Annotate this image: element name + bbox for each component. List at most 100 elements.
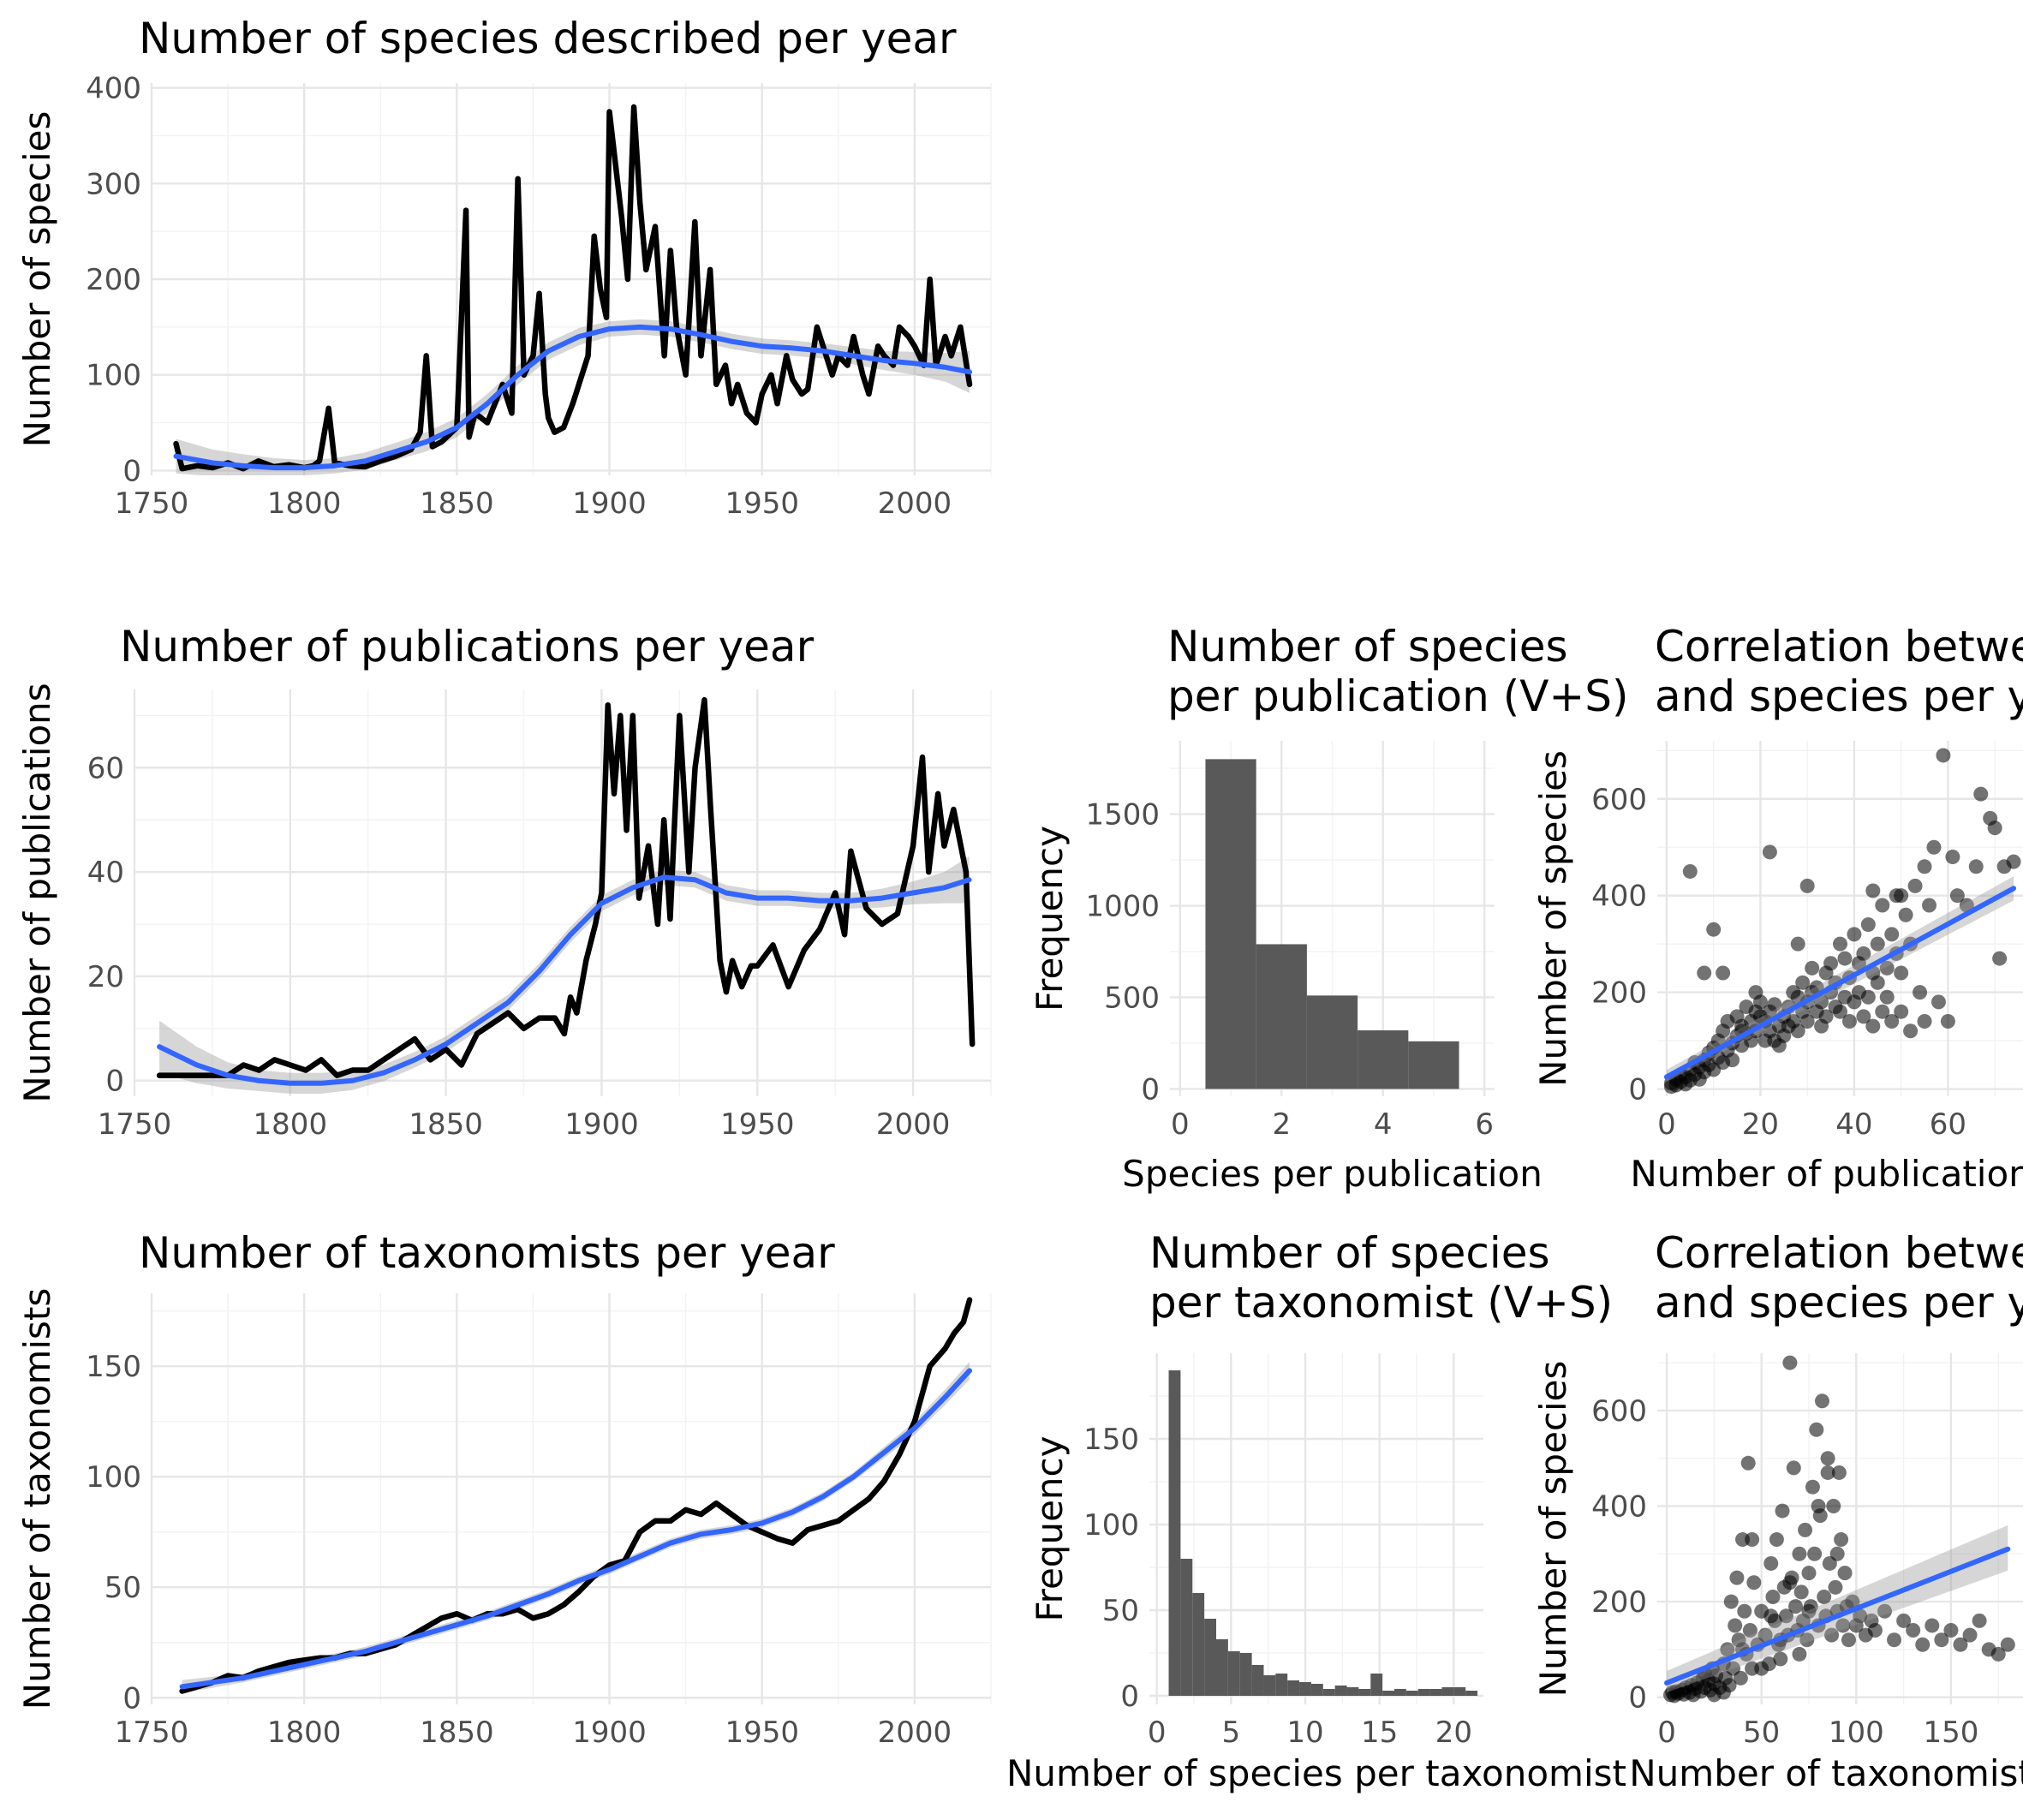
scatter-point bbox=[1826, 1499, 1841, 1514]
scatter-point bbox=[1853, 1608, 1868, 1624]
scatter-point bbox=[1733, 1670, 1748, 1686]
x-tick-label: 1750 bbox=[98, 1107, 172, 1142]
histogram-bar bbox=[1405, 1691, 1418, 1696]
data-series-line bbox=[173, 104, 973, 472]
x-tick-label: 5 bbox=[1222, 1716, 1241, 1750]
x-tick-label: 2 bbox=[1272, 1107, 1291, 1142]
scatter-point bbox=[1682, 863, 1698, 879]
scatter-point bbox=[1801, 1566, 1817, 1581]
y-tick-label: 500 bbox=[1104, 981, 1160, 1015]
tick-labels: 0 5 10 15 20 0 50 100 150 bbox=[1083, 1423, 1472, 1750]
plot-area bbox=[156, 696, 976, 1094]
scatter-point bbox=[1894, 888, 1909, 904]
scatter-point bbox=[1913, 985, 1928, 1000]
y-tick-label: 0 bbox=[122, 1681, 141, 1716]
scatter-point bbox=[1949, 888, 1965, 904]
histogram-bar bbox=[1358, 1689, 1371, 1696]
scatter-point bbox=[1841, 1632, 1856, 1648]
scatter-point bbox=[1823, 956, 1839, 971]
x-tick-label: 4 bbox=[1374, 1107, 1393, 1142]
chart-title: and species per y bbox=[1655, 671, 2023, 721]
tick-labels: 0 2 4 6 0 500 1000 1500 bbox=[1085, 798, 1494, 1142]
scatter-point bbox=[1814, 1393, 1829, 1409]
scatter-point bbox=[1860, 917, 1876, 933]
x-tick-label: 1750 bbox=[115, 486, 189, 521]
x-tick-label: 50 bbox=[1743, 1716, 1780, 1750]
scatter-point bbox=[1817, 1589, 1832, 1604]
smooth-trend-line bbox=[173, 324, 973, 471]
plot-area bbox=[179, 1297, 973, 1694]
scatter-point bbox=[1953, 1637, 1968, 1652]
scatter-point bbox=[1782, 1575, 1798, 1590]
scatter-point bbox=[1856, 1009, 1871, 1024]
scatter-point bbox=[1767, 997, 1782, 1012]
y-tick-label: 50 bbox=[104, 1571, 141, 1605]
scatter-point bbox=[1865, 1018, 1881, 1034]
scatter-point bbox=[1798, 1522, 1813, 1537]
scatter-point bbox=[1887, 1632, 1902, 1648]
scatter-point bbox=[1801, 1603, 1817, 1619]
plot-area bbox=[1662, 1355, 2015, 1704]
y-axis-title: Number of taxonomists bbox=[16, 1288, 58, 1710]
y-tick-label: 0 bbox=[1628, 1073, 1647, 1107]
y-axis-title: Number of publications bbox=[16, 683, 58, 1102]
histogram-bar bbox=[1168, 1370, 1181, 1696]
scatter-point bbox=[1742, 1623, 1757, 1638]
histogram-bar bbox=[1204, 1619, 1216, 1696]
scatter-point bbox=[1831, 1465, 1847, 1480]
gridlines bbox=[150, 83, 992, 475]
scatter-point bbox=[1799, 1013, 1815, 1029]
y-tick-label: 150 bbox=[86, 1350, 141, 1384]
scatter-point bbox=[1894, 965, 1909, 981]
chart-title: and species per y bbox=[1655, 1278, 2023, 1328]
scatter-point bbox=[1762, 844, 1777, 860]
x-tick-label: 2000 bbox=[876, 1107, 951, 1142]
regression-line bbox=[1663, 886, 2017, 1080]
scatter-point bbox=[1792, 1546, 1807, 1561]
scatter-point bbox=[1782, 1355, 1798, 1370]
scatter-point bbox=[1745, 1532, 1760, 1548]
chart-title: Number of taxonomists per year bbox=[139, 1228, 835, 1278]
tick-labels: 1750 1800 1850 1900 1950 2000 0 50 100 150 bbox=[86, 1350, 952, 1750]
histogram-bar bbox=[1370, 1674, 1383, 1696]
scatter-point bbox=[1987, 820, 2002, 836]
x-tick-label: 0 bbox=[1148, 1716, 1167, 1750]
y-axis-title: Number of species bbox=[1532, 1361, 1574, 1698]
x-tick-label: 100 bbox=[1829, 1716, 1884, 1750]
y-tick-label: 100 bbox=[86, 1460, 141, 1495]
x-tick-label: 1800 bbox=[254, 1107, 328, 1142]
chart-title: Number of species described per year bbox=[139, 14, 957, 63]
scatter-point bbox=[1898, 907, 1913, 922]
histogram-bar bbox=[1256, 944, 1307, 1089]
scatter-point bbox=[1792, 1646, 1807, 1662]
scatter-point bbox=[1879, 960, 1895, 976]
y-tick-label: 100 bbox=[1083, 1508, 1139, 1543]
y-tick-label: 200 bbox=[1591, 976, 1647, 1011]
smooth-trend-line bbox=[179, 1368, 973, 1690]
scatter-point bbox=[1968, 859, 1984, 874]
scatter-point bbox=[1828, 1579, 1843, 1595]
y-tick-label: 100 bbox=[86, 359, 141, 393]
histogram-bar bbox=[1394, 1689, 1406, 1696]
scatter-point bbox=[1833, 936, 1847, 952]
scatter-point bbox=[1973, 786, 1989, 802]
scatter-point bbox=[1936, 748, 1951, 763]
histogram-bar bbox=[1216, 1639, 1228, 1696]
y-tick-label: 400 bbox=[86, 72, 141, 106]
y-tick-label: 200 bbox=[1591, 1585, 1647, 1620]
scatter-point bbox=[1737, 1603, 1752, 1619]
histogram-bar bbox=[1382, 1691, 1394, 1696]
x-tick-label: 150 bbox=[1923, 1716, 1978, 1750]
histogram-bar bbox=[1441, 1687, 1454, 1696]
scatter-point bbox=[1748, 985, 1763, 1000]
y-axis-title: Frequency bbox=[1029, 826, 1071, 1011]
x-tick-label: 6 bbox=[1475, 1107, 1494, 1142]
x-tick-label: 1950 bbox=[725, 486, 799, 521]
y-tick-label: 0 bbox=[1628, 1681, 1647, 1716]
scatter-point bbox=[1943, 1623, 1959, 1638]
scatter-point bbox=[1723, 1594, 1739, 1609]
chart-title: Correlation betwe bbox=[1655, 1228, 2023, 1278]
y-axis-title: Frequency bbox=[1029, 1436, 1071, 1622]
histogram-bar bbox=[1453, 1687, 1466, 1696]
